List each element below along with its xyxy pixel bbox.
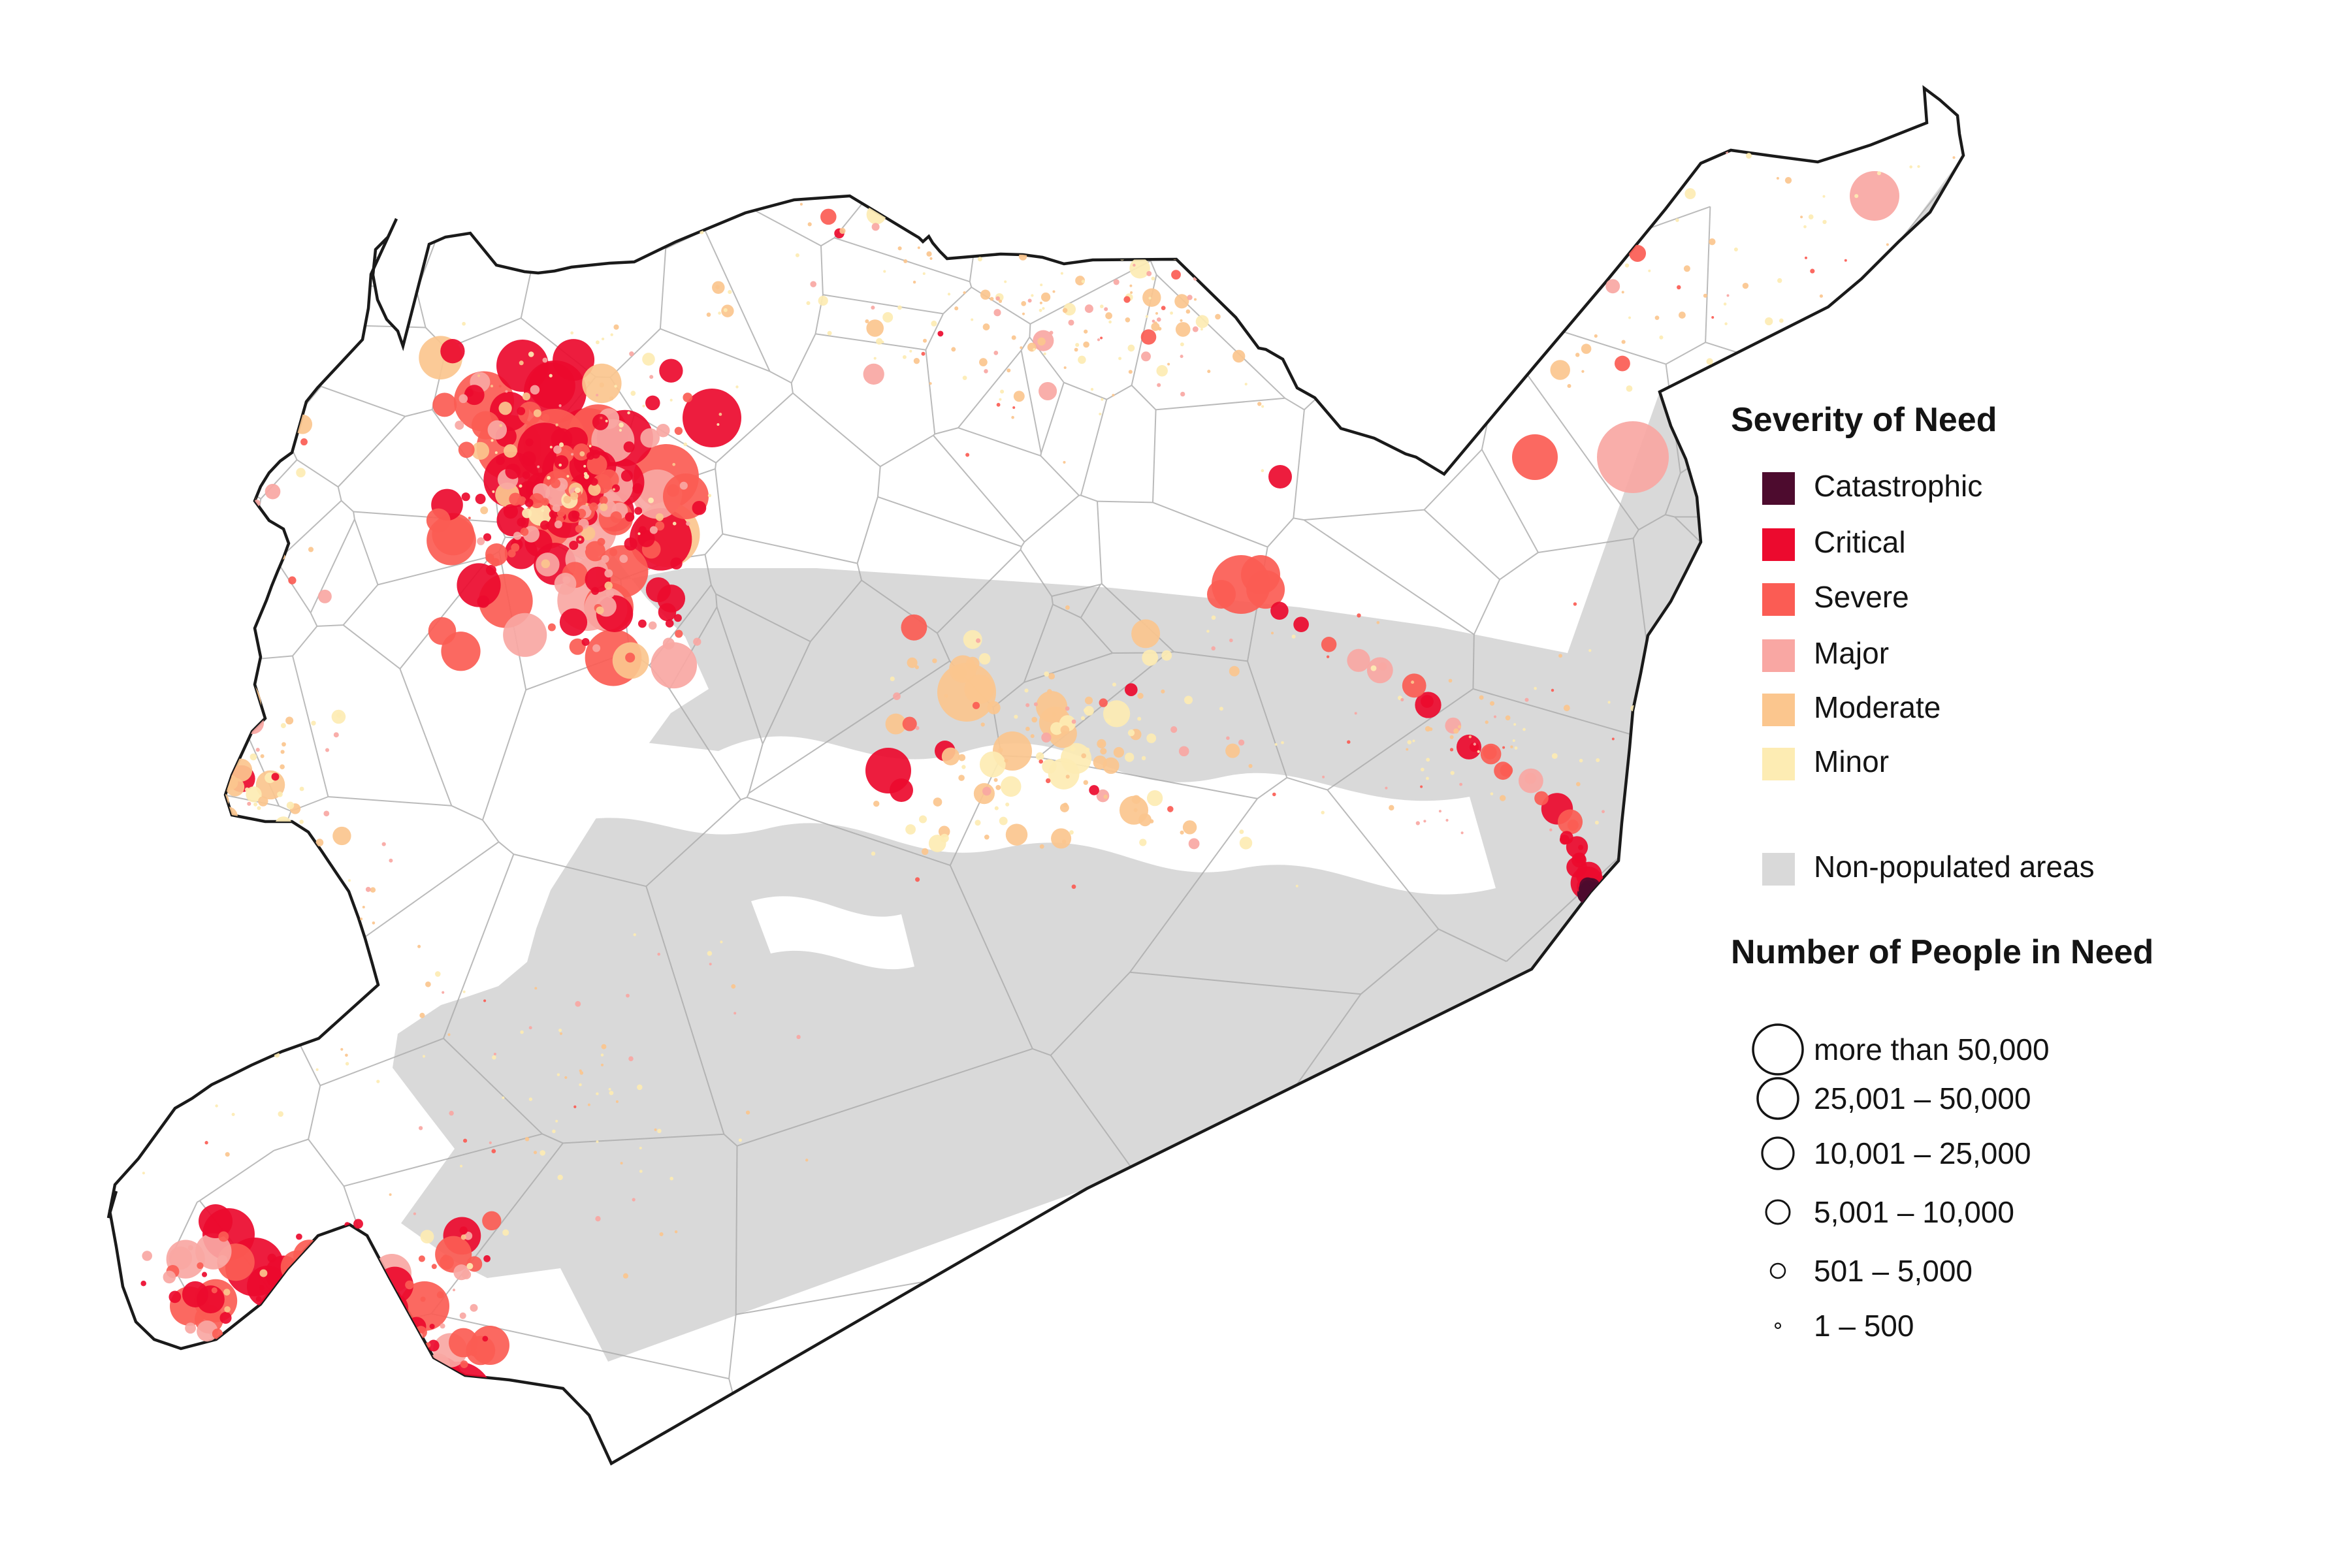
svg-text:Moderate: Moderate: [1814, 690, 1941, 724]
svg-text:25,001 – 50,000: 25,001 – 50,000: [1814, 1081, 2031, 1115]
svg-text:Major: Major: [1814, 636, 1889, 670]
svg-text:Catastrophic: Catastrophic: [1814, 469, 1982, 503]
svg-text:Critical: Critical: [1814, 525, 1906, 559]
svg-text:more than 50,000: more than 50,000: [1814, 1032, 2050, 1066]
svg-text:Severe: Severe: [1814, 580, 1909, 614]
svg-text:Minor: Minor: [1814, 744, 1889, 778]
svg-text:Number of People in Need: Number of People in Need: [1731, 933, 2153, 971]
svg-text:501 – 5,000: 501 – 5,000: [1814, 1254, 1973, 1288]
svg-text:10,001 – 25,000: 10,001 – 25,000: [1814, 1136, 2031, 1170]
svg-text:1 – 500: 1 – 500: [1814, 1309, 1914, 1343]
svg-text:Severity of Need: Severity of Need: [1731, 401, 1997, 439]
svg-text:5,001 – 10,000: 5,001 – 10,000: [1814, 1195, 2014, 1229]
svg-text:Non-populated areas: Non-populated areas: [1814, 850, 2095, 884]
